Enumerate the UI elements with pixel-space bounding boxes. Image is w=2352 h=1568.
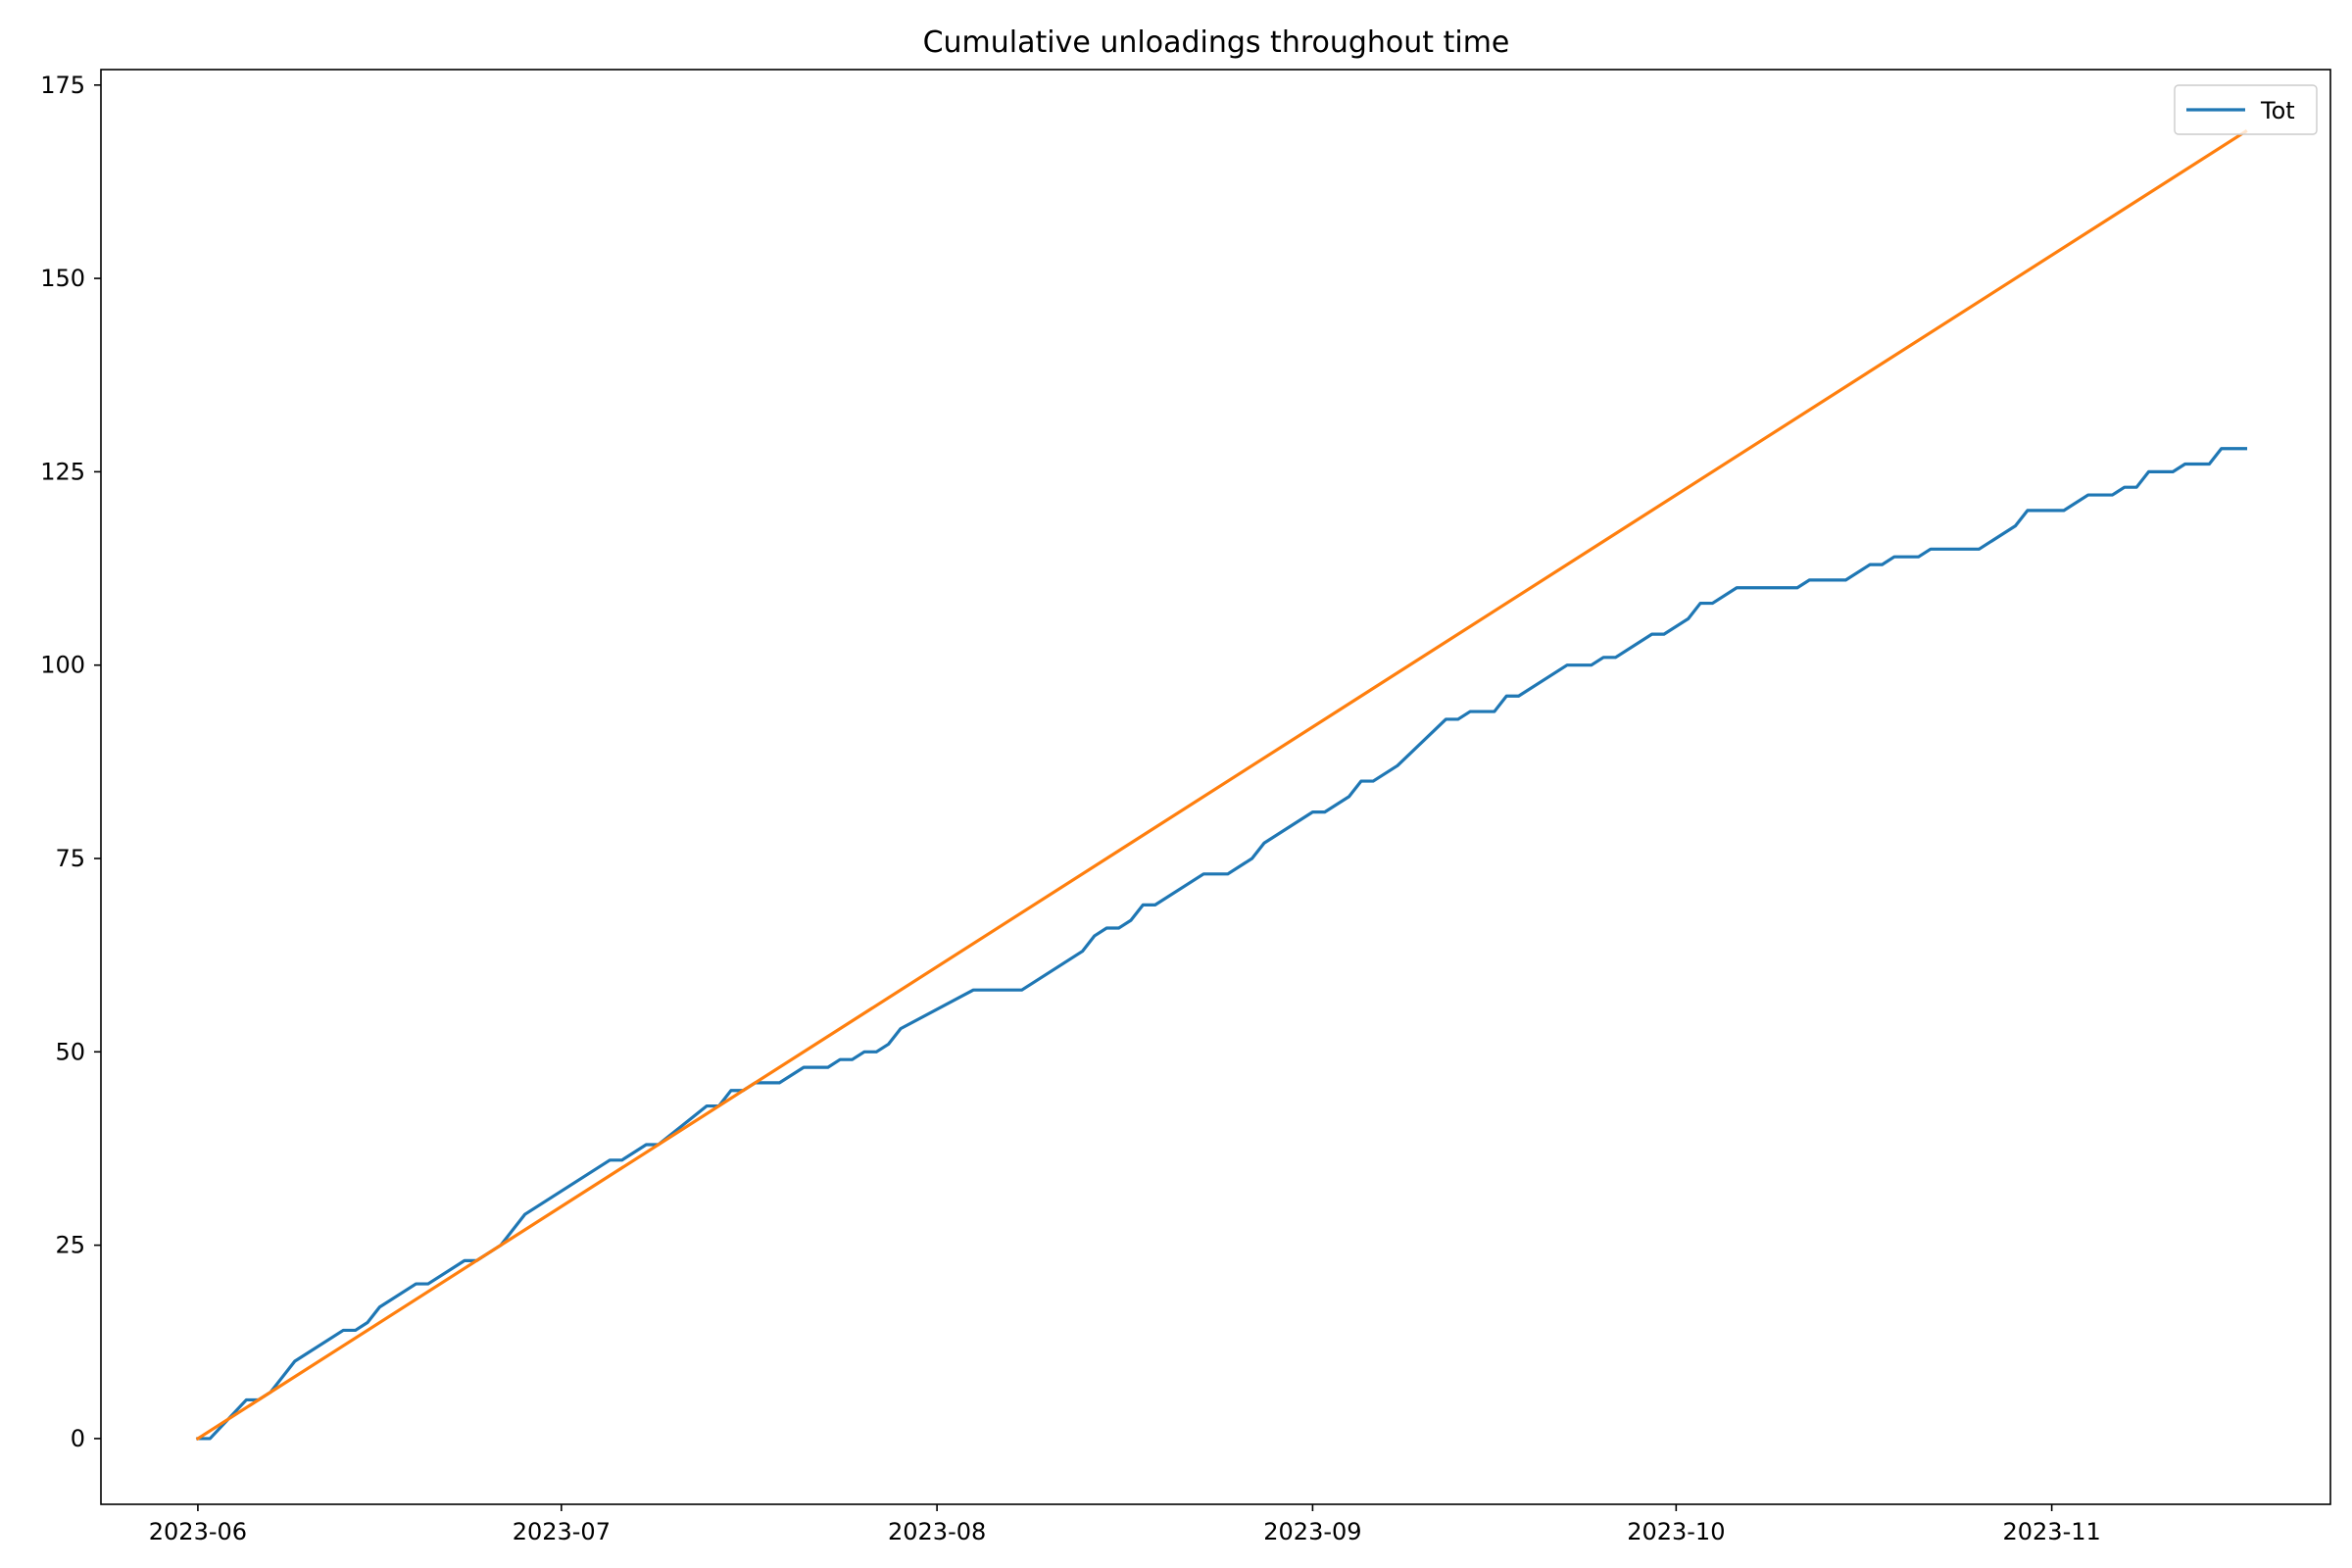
y-tick-label: 100: [40, 652, 85, 679]
chart-title: Cumulative unloadings throughout time: [923, 25, 1510, 60]
y-tick-label: 25: [55, 1232, 85, 1259]
y-tick-label: 50: [55, 1038, 85, 1065]
y-tick-label: 75: [55, 845, 85, 872]
legend-box: [2174, 84, 2318, 135]
y-tick-label: 175: [40, 72, 85, 99]
x-axis: 2023-06 2023-07 2023-08 2023-09 2023-10 2023-…: [149, 1504, 2101, 1545]
x-tick-label: 2023-09: [1263, 1518, 1361, 1545]
x-tick-label: 2023-11: [2002, 1518, 2100, 1545]
y-tick-label: 0: [71, 1425, 85, 1452]
plot-area: [195, 128, 2248, 1442]
x-tick-label: 2023-07: [513, 1518, 611, 1545]
x-tick-label: 2023-06: [149, 1518, 247, 1545]
legend-label: Tot: [2260, 97, 2295, 124]
y-tick-label: 150: [40, 265, 85, 292]
y-tick-label: 125: [40, 458, 85, 485]
y-axis: 0 25 50 75 100 125 150 175: [40, 72, 101, 1452]
plot-frame: [100, 69, 2331, 1505]
series-line-series-2: [195, 128, 2248, 1442]
series-line-tot: [196, 447, 2248, 1441]
x-tick-label: 2023-08: [888, 1518, 986, 1545]
x-tick-label: 2023-10: [1627, 1518, 1725, 1545]
legend: Tot: [2174, 84, 2318, 135]
